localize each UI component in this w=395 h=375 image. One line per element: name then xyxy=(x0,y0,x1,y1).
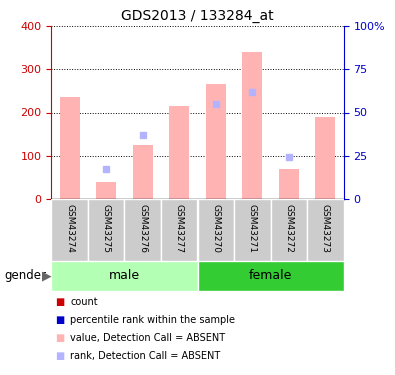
Text: GSM43272: GSM43272 xyxy=(284,204,293,253)
Bar xyxy=(234,199,271,261)
Text: gender: gender xyxy=(4,269,46,282)
Bar xyxy=(88,199,124,261)
Bar xyxy=(96,182,116,199)
Text: GDS2013 / 133284_at: GDS2013 / 133284_at xyxy=(121,9,274,23)
Bar xyxy=(51,261,198,291)
Text: ■: ■ xyxy=(55,315,64,325)
Text: GSM43277: GSM43277 xyxy=(175,204,184,253)
Bar xyxy=(169,106,189,199)
Text: ■: ■ xyxy=(55,351,64,361)
Bar xyxy=(198,261,344,291)
Text: GSM43276: GSM43276 xyxy=(138,204,147,253)
Text: ■: ■ xyxy=(55,297,64,307)
Text: GSM43275: GSM43275 xyxy=(102,204,111,253)
Text: rank, Detection Call = ABSENT: rank, Detection Call = ABSENT xyxy=(70,351,220,361)
Text: ▶: ▶ xyxy=(42,270,52,283)
Bar xyxy=(161,199,198,261)
Bar xyxy=(279,170,299,199)
Bar xyxy=(271,199,307,261)
Bar xyxy=(206,84,226,199)
Bar xyxy=(60,98,80,199)
Bar xyxy=(124,199,161,261)
Text: female: female xyxy=(249,269,292,282)
Text: ■: ■ xyxy=(55,333,64,343)
Text: percentile rank within the sample: percentile rank within the sample xyxy=(70,315,235,325)
Text: GSM43271: GSM43271 xyxy=(248,204,257,253)
Text: value, Detection Call = ABSENT: value, Detection Call = ABSENT xyxy=(70,333,226,343)
Text: GSM43270: GSM43270 xyxy=(211,204,220,253)
Bar xyxy=(133,145,153,199)
Bar xyxy=(51,199,88,261)
Text: GSM43274: GSM43274 xyxy=(65,204,74,253)
Bar xyxy=(307,199,344,261)
Bar xyxy=(198,199,234,261)
Bar xyxy=(242,52,262,199)
Text: count: count xyxy=(70,297,98,307)
Bar xyxy=(315,117,335,199)
Text: male: male xyxy=(109,269,140,282)
Text: GSM43273: GSM43273 xyxy=(321,204,330,253)
